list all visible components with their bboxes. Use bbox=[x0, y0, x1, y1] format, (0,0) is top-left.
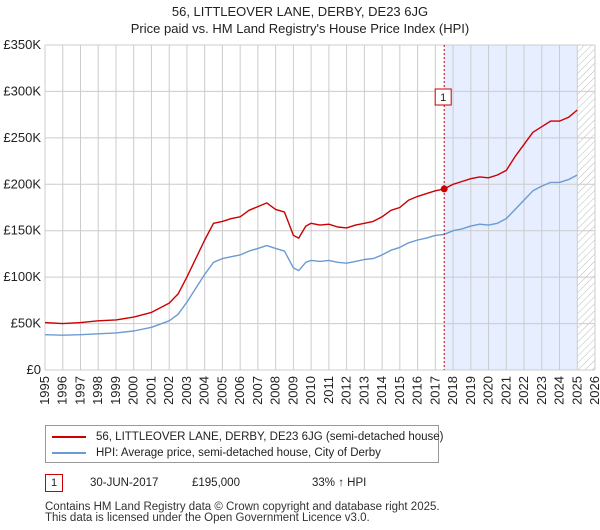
y-tick-label: £50K bbox=[11, 316, 42, 331]
x-tick-label: 2006 bbox=[232, 376, 247, 405]
y-tick-label: £150K bbox=[3, 223, 41, 238]
x-tick-label: 2022 bbox=[516, 376, 531, 405]
sale-badge: 1 bbox=[45, 474, 63, 492]
x-tick-label: 1995 bbox=[37, 376, 52, 405]
hpi-line bbox=[44, 174, 578, 336]
legend-label-property: 56, LITTLEOVER LANE, DERBY, DE23 6JG (se… bbox=[96, 431, 444, 443]
x-tick-label: 2014 bbox=[374, 376, 389, 405]
sale-marker-label: 1 bbox=[440, 92, 446, 104]
x-tick-label: 1996 bbox=[55, 376, 70, 405]
x-tick-label: 2015 bbox=[392, 376, 407, 405]
x-tick-label: 2010 bbox=[303, 376, 318, 405]
forecast-hatched-region bbox=[577, 45, 595, 370]
sale-hpi-change: 33% ↑ HPI bbox=[312, 477, 367, 489]
x-tick-label: 2002 bbox=[161, 376, 176, 405]
x-tick-label: 2020 bbox=[481, 376, 496, 405]
legend-swatch-property bbox=[52, 435, 86, 438]
x-tick-label: 2009 bbox=[285, 376, 300, 405]
x-tick-label: 2021 bbox=[498, 376, 513, 405]
price-chart: £0 £50K £100K £150K £200K £250K £300K £350K 1995… bbox=[3, 37, 600, 405]
x-tick-label: 1999 bbox=[108, 376, 123, 405]
x-tick-label: 2000 bbox=[126, 376, 141, 405]
legend: 56, LITTLEOVER LANE, DERBY, DE23 6JG (se… bbox=[45, 425, 444, 463]
x-tick-label: 2025 bbox=[569, 376, 584, 405]
x-tick-label: 2013 bbox=[356, 376, 371, 405]
legend-swatch-hpi bbox=[52, 451, 86, 454]
legend-item-property: 56, LITTLEOVER LANE, DERBY, DE23 6JG (se… bbox=[52, 429, 444, 445]
x-tick-label: 2004 bbox=[197, 376, 212, 405]
x-tick-label: 2012 bbox=[339, 376, 354, 405]
property-price-line bbox=[44, 109, 578, 325]
x-tick-label: 2023 bbox=[534, 376, 549, 405]
footer: Contains HM Land Registry data © Crown c… bbox=[45, 501, 440, 524]
x-tick-label: 2001 bbox=[143, 376, 158, 405]
sale-date: 30-JUN-2017 bbox=[90, 477, 159, 489]
x-tick-label: 1998 bbox=[90, 376, 105, 405]
chart-title-line1: 56, LITTLEOVER LANE, DERBY, DE23 6JG bbox=[171, 4, 429, 19]
y-tick-label: £0 bbox=[27, 362, 41, 377]
x-tick-label: 2005 bbox=[214, 376, 229, 405]
x-tick-label: 2017 bbox=[427, 376, 442, 405]
footer-line1: Contains HM Land Registry data © Crown c… bbox=[45, 501, 440, 513]
x-tick-label: 2019 bbox=[463, 376, 478, 405]
y-tick-label: £200K bbox=[3, 176, 41, 191]
x-tick-label: 2007 bbox=[250, 376, 265, 405]
footer-line2: This data is licensed under the Open Gov… bbox=[45, 512, 370, 524]
sale-marker-badge bbox=[434, 88, 452, 106]
x-tick-label: 2026 bbox=[587, 376, 600, 405]
x-tick-label: 2016 bbox=[410, 376, 425, 405]
post-sale-shaded-region bbox=[444, 45, 578, 370]
x-tick-label: 2003 bbox=[179, 376, 194, 405]
x-tick-label: 2018 bbox=[445, 376, 460, 405]
x-tick-label: 2011 bbox=[321, 376, 336, 404]
legend-item-hpi: HPI: Average price, semi-detached house,… bbox=[52, 445, 381, 461]
chart-title-line2: Price paid vs. HM Land Registry's House … bbox=[130, 21, 470, 36]
y-tick-label: £300K bbox=[3, 83, 41, 98]
x-tick-label: 2024 bbox=[552, 376, 567, 405]
legend-label-hpi: HPI: Average price, semi-detached house,… bbox=[96, 447, 381, 459]
sale-price: £195,000 bbox=[192, 477, 240, 489]
y-tick-label: £100K bbox=[3, 269, 41, 284]
x-tick-label: 1997 bbox=[72, 376, 87, 405]
x-tick-label: 2008 bbox=[268, 376, 283, 405]
sale-marker-point bbox=[440, 185, 448, 193]
y-tick-label: £350K bbox=[3, 37, 41, 52]
y-tick-label: £250K bbox=[3, 130, 41, 145]
